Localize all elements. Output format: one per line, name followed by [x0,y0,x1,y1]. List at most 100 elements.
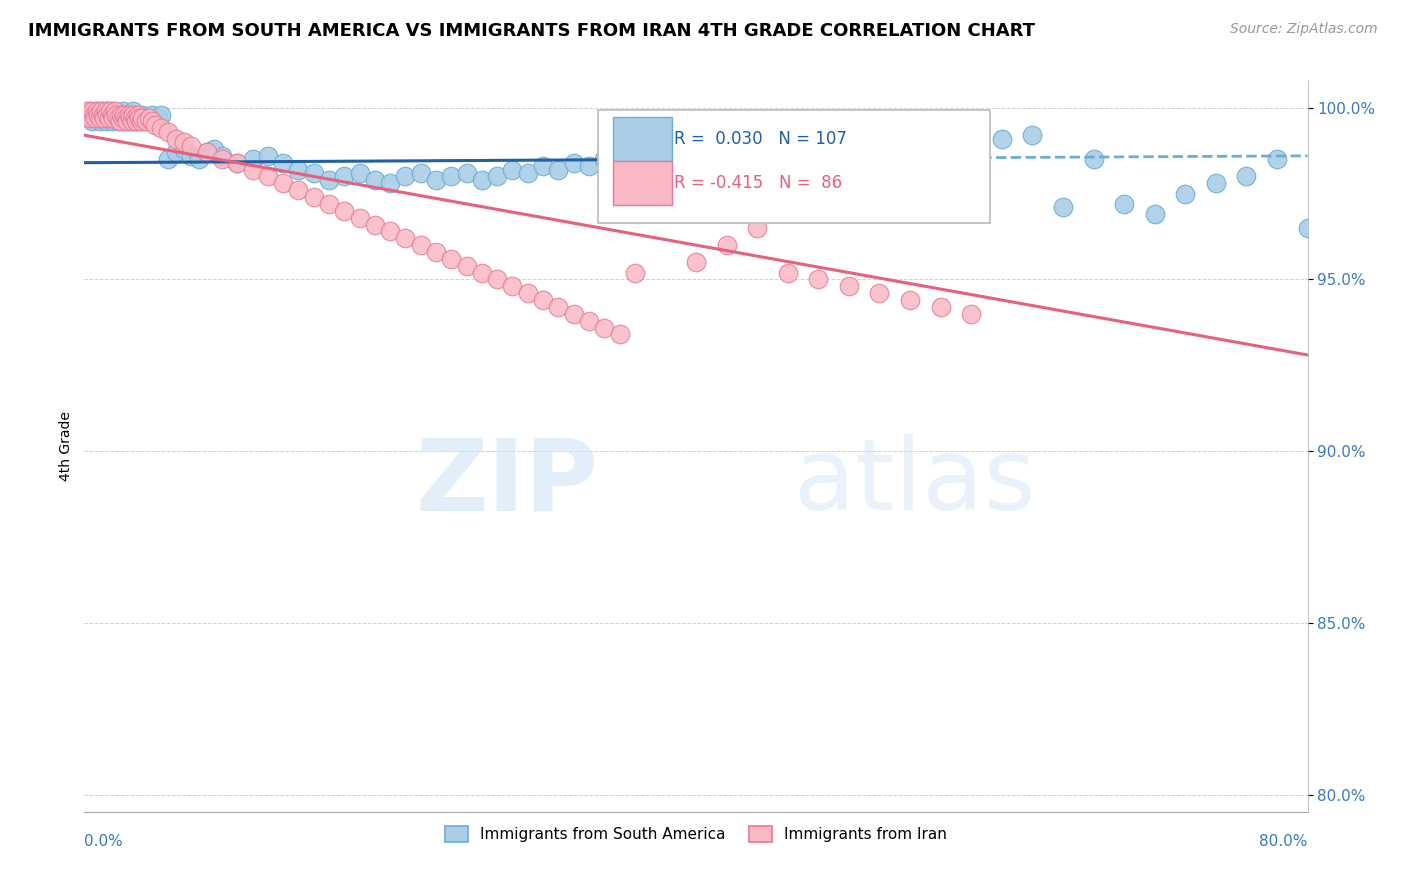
Point [502,162,524,177]
Point [110,107,132,121]
Point [121,107,143,121]
Point [108,111,131,125]
Point [173,142,195,156]
Point [157,153,180,167]
Point [89,114,111,128]
Point [76,107,98,121]
Point [380,224,402,238]
Point [146,111,169,125]
Point [547,162,569,177]
Point [380,176,402,190]
Point [761,142,783,156]
Point [349,166,371,180]
Point [129,111,152,125]
Point [349,211,371,225]
Text: R = -0.415   N =  86: R = -0.415 N = 86 [673,174,842,192]
Point [104,111,127,125]
Point [257,149,280,163]
Point [257,169,280,184]
Point [1143,207,1166,221]
Point [898,142,921,156]
Point [91,104,114,119]
Point [96,107,118,121]
Point [486,272,509,286]
Point [318,173,340,187]
Text: 0.0%: 0.0% [84,834,124,848]
Point [165,131,187,145]
Point [716,145,738,160]
Point [1358,238,1381,252]
FancyBboxPatch shape [613,117,672,161]
Point [1052,200,1074,214]
Point [87,107,110,121]
Point [135,114,157,128]
Point [685,149,707,163]
Point [807,272,830,286]
Point [118,114,141,128]
Point [1265,153,1288,167]
Text: 80.0%: 80.0% [1260,834,1308,848]
Point [195,145,218,160]
Point [516,166,538,180]
Point [991,131,1014,145]
Point [127,107,149,121]
Y-axis label: 4th Grade: 4th Grade [59,411,73,481]
Point [107,114,129,128]
Point [333,169,356,184]
Point [1312,142,1334,156]
Point [122,107,145,121]
Point [94,114,117,128]
Point [101,107,124,121]
Point [90,104,112,119]
Point [138,111,160,125]
FancyBboxPatch shape [613,161,672,204]
Point [112,114,135,128]
Point [108,114,131,128]
Point [86,104,108,119]
Point [960,307,983,321]
Point [114,111,136,125]
Point [105,107,128,121]
Point [287,162,309,177]
Point [287,183,309,197]
Point [83,107,105,121]
Point [93,107,115,121]
Point [83,107,105,121]
Point [654,203,676,218]
Point [562,155,585,169]
Point [121,114,143,128]
Point [456,166,478,180]
Point [91,107,114,121]
Point [122,104,145,119]
Point [471,266,494,280]
Text: Source: ZipAtlas.com: Source: ZipAtlas.com [1230,22,1378,37]
Point [1372,186,1395,201]
Point [143,118,166,132]
Point [125,111,148,125]
Point [685,255,707,269]
Point [141,107,163,121]
Point [425,244,447,259]
Point [716,238,738,252]
Point [1083,153,1105,167]
Point [302,190,325,204]
Point [609,327,631,342]
Point [364,173,387,187]
Point [124,111,146,125]
Point [93,111,115,125]
Point [364,218,387,232]
Point [86,104,108,119]
Point [77,111,100,125]
Point [838,279,860,293]
Point [394,231,416,245]
Point [107,111,129,125]
Point [624,149,647,163]
Point [531,159,554,173]
Point [409,238,432,252]
Point [141,114,163,128]
Point [624,266,647,280]
Point [1327,214,1350,228]
Point [747,221,769,235]
Point [77,107,100,121]
Point [1343,203,1365,218]
